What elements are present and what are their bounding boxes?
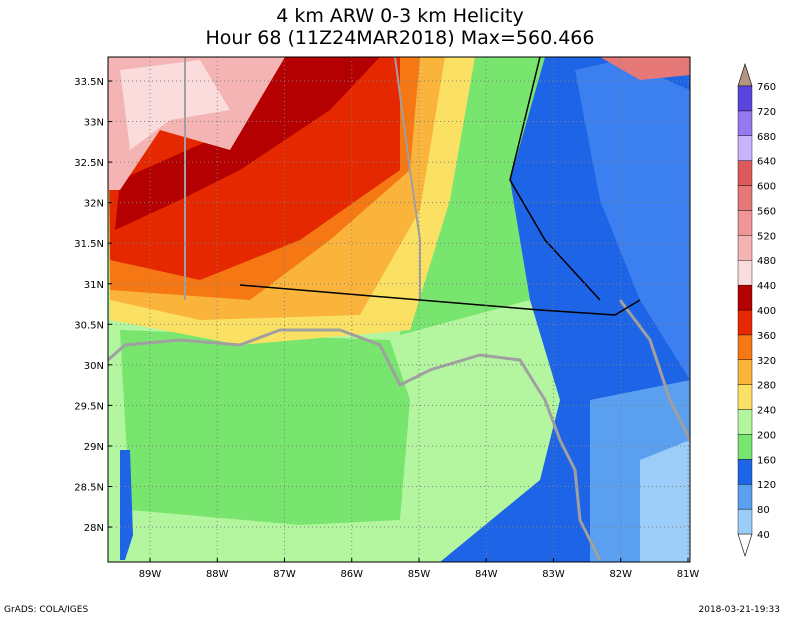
axes: 33.5N 33N 32.5N 32N 31.5N 31N 30.5N 30N 29.5N 29N… xyxy=(74,77,699,580)
colorbar-box xyxy=(737,484,753,510)
colorbar-box xyxy=(737,508,753,535)
state-border xyxy=(394,57,421,300)
footer-right: 2018-03-21-19:33 xyxy=(699,605,781,615)
colorbar-label: 760 xyxy=(757,82,776,93)
colorbar-label: 480 xyxy=(757,256,776,267)
lon-label: 84W xyxy=(475,569,498,580)
lon-label: 82W xyxy=(609,569,632,580)
lon-label: 88W xyxy=(206,569,229,580)
colorbar-box xyxy=(737,334,753,360)
colorbar-label: 560 xyxy=(757,206,776,217)
helicity-field xyxy=(108,57,690,562)
colorbar-label: 640 xyxy=(757,157,776,168)
lat-label: 31N xyxy=(84,280,104,291)
colorbar-label: 280 xyxy=(757,381,776,392)
colorbar-label: 440 xyxy=(757,281,776,292)
field-region xyxy=(120,330,410,525)
colorbar-box xyxy=(737,359,753,385)
colorbar-box xyxy=(737,135,753,161)
colorbar-box xyxy=(737,434,753,460)
colorbar-under xyxy=(737,533,753,557)
colorbar-box xyxy=(737,185,753,211)
colorbar-box xyxy=(737,459,753,485)
title-line: Hour 68 (11Z24MAR2018) Max=560.466 xyxy=(206,27,595,49)
colorbar-box xyxy=(737,284,753,311)
lat-label: 31.5N xyxy=(74,239,104,250)
colorbar-box xyxy=(737,309,753,336)
lon-label: 83W xyxy=(542,569,565,580)
field-region xyxy=(575,60,690,380)
colorbar-box xyxy=(737,85,753,112)
lat-label: 33.5N xyxy=(74,77,104,88)
state-border xyxy=(239,284,641,316)
lat-label: 33N xyxy=(84,118,104,129)
field-region xyxy=(115,57,380,230)
graticule xyxy=(108,57,690,562)
colorbar-label: 400 xyxy=(757,306,776,317)
colorbar-box xyxy=(737,235,753,261)
colorbar-label: 320 xyxy=(757,356,776,367)
field-region xyxy=(640,440,690,562)
colorbar-label: 80 xyxy=(757,505,770,516)
colorbar-over xyxy=(737,63,753,87)
colorbar-label: 520 xyxy=(757,231,776,242)
colorbar-label: 680 xyxy=(757,132,776,143)
lon-label: 86W xyxy=(340,569,363,580)
colorbar-box xyxy=(737,384,753,410)
lat-label: 30.5N xyxy=(74,320,104,331)
colorbar-label: 200 xyxy=(757,430,776,441)
colorbar-box xyxy=(737,210,753,236)
colorbar-box xyxy=(737,260,753,286)
field-region xyxy=(120,60,230,150)
colorbar: 40 80 120 160 200 240 280 320 360 400 440 480 520 560… xyxy=(737,63,776,557)
colorbar-box xyxy=(737,110,753,136)
colorbar-box xyxy=(737,409,753,435)
footer-left: GrADS: COLA/IGES xyxy=(4,605,88,615)
colorbar-label: 240 xyxy=(757,406,776,417)
colorbar-label: 360 xyxy=(757,331,776,342)
colorbar-label: 40 xyxy=(757,530,770,541)
colorbar-label: 720 xyxy=(757,107,776,118)
colorbar-box xyxy=(737,160,753,186)
coastline xyxy=(618,299,690,441)
lat-label: 29N xyxy=(84,442,104,453)
lat-label: 30N xyxy=(84,361,104,372)
colorbar-label: 120 xyxy=(757,480,776,491)
colorbar-label: 160 xyxy=(757,455,776,466)
lon-label: 89W xyxy=(139,569,162,580)
lon-label: 81W xyxy=(677,569,700,580)
map-frame xyxy=(107,56,691,563)
coastline xyxy=(108,328,602,561)
field-region xyxy=(120,450,133,560)
colorbar-label: 600 xyxy=(757,182,776,193)
lat-label: 32.5N xyxy=(74,158,104,169)
lon-label: 85W xyxy=(408,569,431,580)
lat-label: 32N xyxy=(84,199,104,210)
state-border xyxy=(509,57,601,301)
title-line: 4 km ARW 0-3 km Helicity xyxy=(276,5,524,27)
lat-label: 28.5N xyxy=(74,483,104,494)
lat-label: 29.5N xyxy=(74,401,104,412)
field-region xyxy=(600,57,690,80)
lat-label: 28N xyxy=(84,523,104,534)
lon-label: 87W xyxy=(273,569,296,580)
